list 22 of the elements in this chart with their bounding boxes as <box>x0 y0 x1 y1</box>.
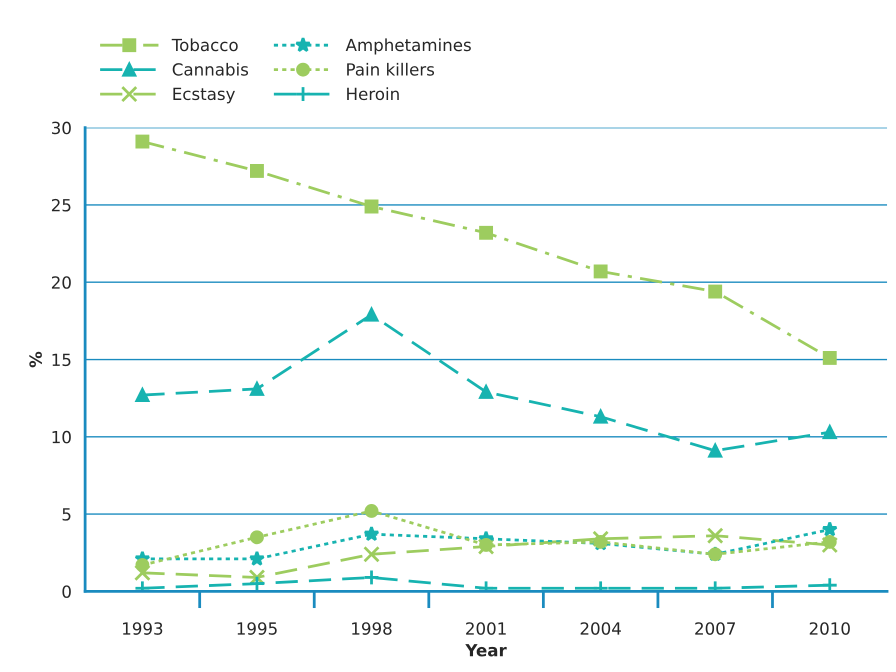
x-tick-label: 1995 <box>238 622 277 635</box>
legend-label: Pain killers <box>347 62 434 76</box>
legend-label: Ecstasy <box>173 88 235 104</box>
legend-label: Amphetamines <box>346 38 471 54</box>
y-tick-label: 30 <box>52 122 71 134</box>
y-tick-label: 0 <box>62 585 71 598</box>
x-tick-label: 1998 <box>352 622 392 635</box>
x-tick-label: 2004 <box>580 622 621 635</box>
x-tick-label: 2001 <box>466 622 506 635</box>
x-tick-label: 1993 <box>123 622 162 635</box>
legend-label: Tobacco <box>172 38 238 52</box>
x-tick-label: 2007 <box>695 622 735 635</box>
y-tick-label: 5 <box>62 508 70 521</box>
legend-label: Cannabis <box>172 62 248 76</box>
legend-label: Heroin <box>347 87 399 100</box>
y-axis-title: % <box>29 352 42 368</box>
x-tick-label: 2010 <box>810 622 850 635</box>
y-tick-label: 20 <box>52 276 71 289</box>
x-axis-title: Year <box>465 644 507 656</box>
y-tick-label: 10 <box>52 430 71 444</box>
y-tick-label: 25 <box>52 198 70 212</box>
y-tick-label: 15 <box>52 354 70 366</box>
